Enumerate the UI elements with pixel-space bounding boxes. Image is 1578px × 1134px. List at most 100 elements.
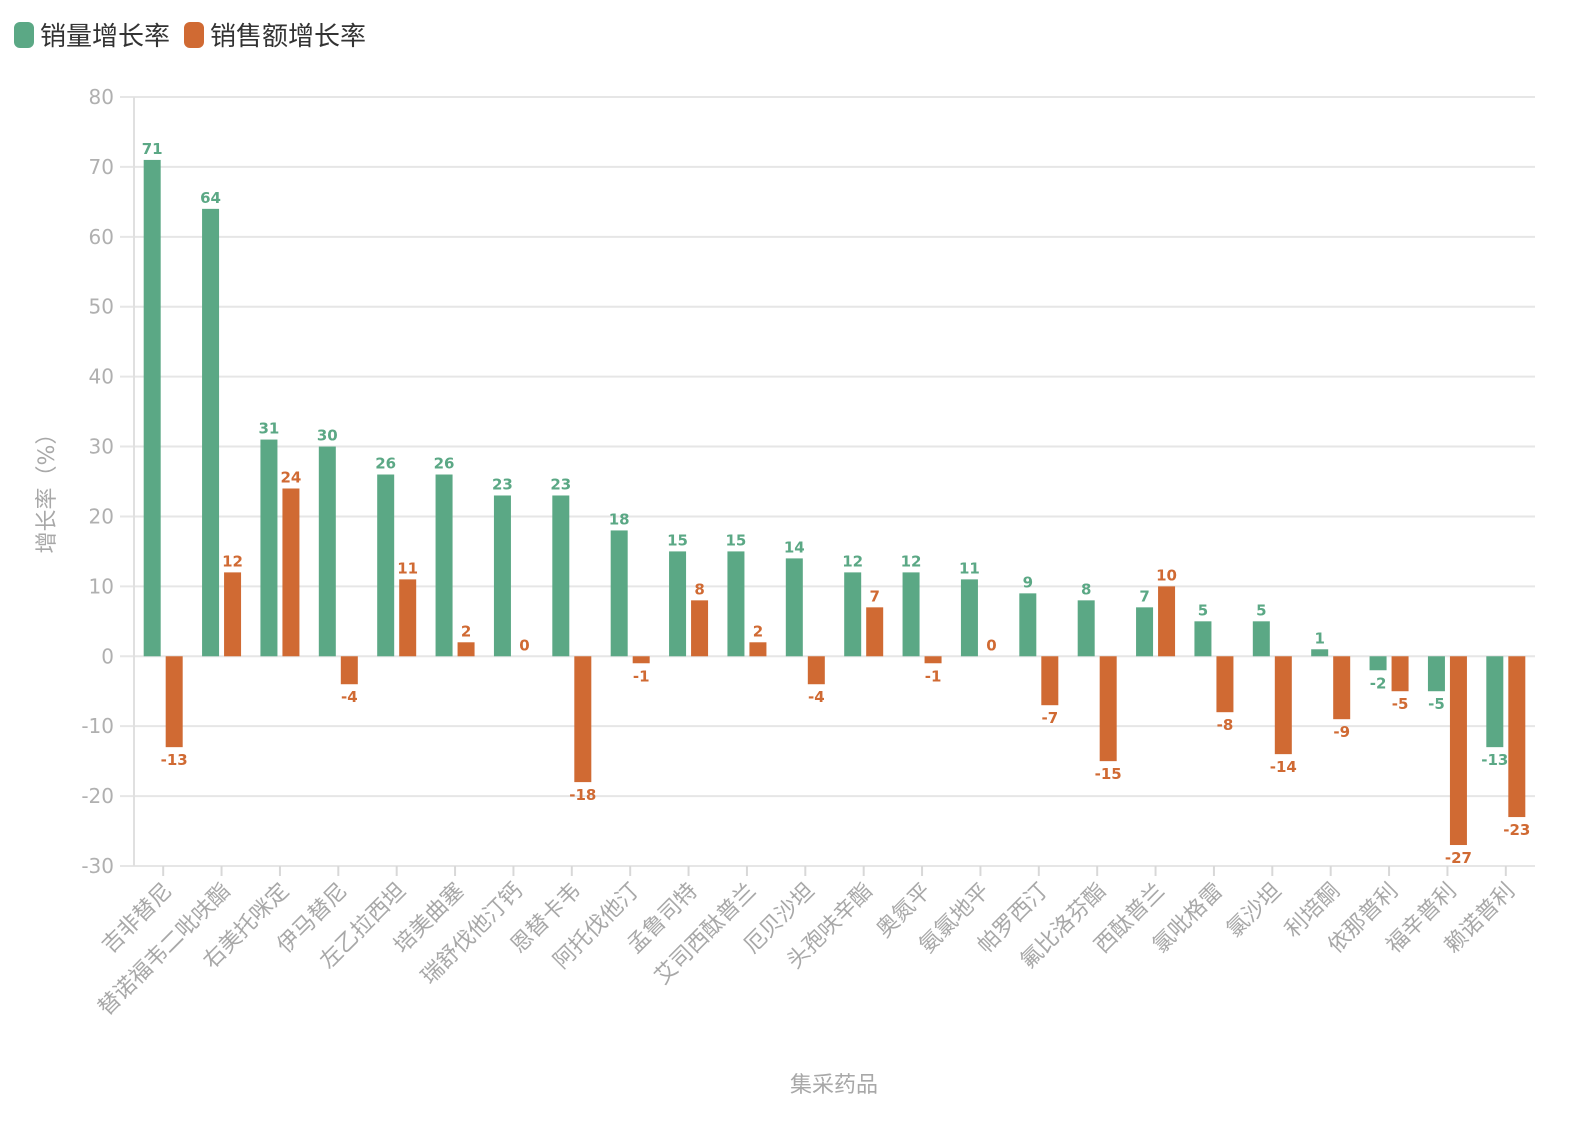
y-tick-label: 70 — [89, 155, 114, 179]
bar-sales-amount[interactable] — [866, 607, 884, 657]
bar-sales-volume[interactable] — [260, 439, 278, 657]
bar-sales-volume[interactable] — [1486, 656, 1504, 748]
data-label-sales-amount: -23 — [1503, 821, 1530, 839]
data-label-sales-amount: 2 — [461, 622, 471, 640]
data-label-sales-amount: 10 — [1156, 566, 1177, 584]
bar-sales-volume[interactable] — [318, 446, 336, 657]
y-tick-label: 80 — [89, 85, 114, 109]
bar-sales-amount[interactable] — [1158, 586, 1176, 657]
data-label-sales-amount: -15 — [1095, 765, 1122, 783]
bar-sales-volume[interactable] — [552, 495, 570, 657]
bar-sales-amount[interactable] — [574, 656, 592, 783]
bar-sales-amount[interactable] — [1391, 656, 1409, 692]
bar-sales-amount[interactable] — [399, 579, 417, 657]
data-label-sales-volume: 23 — [492, 475, 513, 493]
bar-sales-amount[interactable] — [1099, 656, 1117, 762]
bar-sales-amount[interactable] — [691, 600, 709, 657]
bar-sales-volume[interactable] — [1019, 593, 1037, 657]
data-label-sales-amount: -27 — [1445, 849, 1472, 867]
data-labels: 71-136412312430-4261126223023-1818-11581… — [142, 140, 1531, 867]
data-label-sales-volume: 31 — [259, 420, 280, 438]
data-label-sales-volume: -5 — [1428, 695, 1445, 713]
y-tick-label: 0 — [101, 644, 114, 668]
data-label-sales-volume: 11 — [959, 559, 980, 577]
bar-sales-amount[interactable] — [1216, 656, 1234, 713]
bar-sales-amount[interactable] — [224, 572, 242, 657]
bar-sales-volume[interactable] — [727, 551, 745, 657]
data-label-sales-amount: 7 — [869, 587, 879, 605]
bar-sales-volume[interactable] — [1369, 656, 1387, 671]
y-tick-label: -30 — [81, 854, 114, 878]
bar-sales-amount[interactable] — [807, 656, 825, 685]
y-tick-label: 20 — [89, 504, 114, 528]
bar-sales-volume[interactable] — [377, 474, 395, 657]
data-label-sales-amount: -8 — [1217, 716, 1234, 734]
bar-sales-volume[interactable] — [1427, 656, 1445, 692]
data-label-sales-amount: -4 — [808, 688, 825, 706]
bar-sales-volume[interactable] — [610, 530, 628, 657]
legend-swatch-orange — [184, 21, 205, 48]
data-label-sales-volume: 12 — [842, 552, 863, 570]
data-label-sales-volume: 30 — [317, 427, 338, 445]
data-label-sales-amount: -7 — [1041, 709, 1058, 727]
bar-sales-amount[interactable] — [165, 656, 183, 748]
bar-sales-volume[interactable] — [1252, 621, 1270, 657]
bar-sales-amount[interactable] — [749, 642, 767, 657]
data-label-sales-amount: 12 — [222, 552, 243, 570]
bar-sales-volume[interactable] — [1077, 600, 1095, 657]
legend-item-sales-volume[interactable]: 销量增长率 — [14, 16, 170, 53]
data-label-sales-amount: -13 — [161, 751, 188, 769]
bar-sales-amount[interactable] — [632, 656, 650, 664]
bar-sales-amount[interactable] — [924, 656, 942, 664]
data-label-sales-volume: 1 — [1314, 629, 1324, 647]
bar-sales-amount[interactable] — [282, 488, 300, 657]
bar-sales-volume[interactable] — [960, 579, 978, 657]
bar-sales-amount[interactable] — [1041, 656, 1059, 706]
data-label-sales-volume: 71 — [142, 140, 163, 158]
data-label-sales-volume: 18 — [609, 510, 630, 528]
bar-sales-volume[interactable] — [1311, 649, 1329, 657]
bar-sales-volume[interactable] — [1136, 607, 1154, 657]
bar-sales-amount[interactable] — [1508, 656, 1526, 818]
data-label-sales-volume: 23 — [550, 475, 571, 493]
data-label-sales-amount: -5 — [1392, 695, 1409, 713]
data-label-sales-amount: 2 — [753, 622, 763, 640]
data-label-sales-amount: -18 — [569, 786, 596, 804]
data-label-sales-amount: 0 — [986, 636, 996, 654]
data-label-sales-volume: 14 — [784, 538, 805, 556]
bar-sales-amount[interactable] — [1274, 656, 1292, 755]
y-tick-label: 60 — [89, 225, 114, 249]
y-axis-title: 增长率（%） — [35, 423, 60, 554]
y-tick-label: 50 — [89, 295, 114, 319]
data-label-sales-volume: 15 — [667, 531, 688, 549]
bar-sales-amount[interactable] — [340, 656, 358, 685]
bar-sales-volume[interactable] — [785, 558, 803, 657]
y-tick-label: 10 — [89, 574, 114, 598]
bar-sales-volume[interactable] — [143, 159, 161, 657]
data-label-sales-amount: 0 — [519, 636, 529, 654]
x-axis-ticks: 吉非替尼替诺福韦二吡呋酯右美托咪定伊马替尼左乙拉西坦培美曲塞瑞舒伐他汀钙恩替卡韦… — [94, 866, 1520, 1021]
data-label-sales-volume: 12 — [901, 552, 922, 570]
bar-sales-volume[interactable] — [1194, 621, 1212, 657]
data-label-sales-volume: 7 — [1139, 587, 1149, 605]
bar-sales-volume[interactable] — [844, 572, 862, 657]
data-label-sales-volume: 9 — [1023, 573, 1033, 591]
bar-sales-amount[interactable] — [1333, 656, 1351, 720]
bar-sales-amount[interactable] — [457, 642, 475, 657]
y-tick-label: 40 — [89, 365, 114, 389]
bar-sales-volume[interactable] — [902, 572, 920, 657]
legend-item-sales-amount[interactable]: 销售额增长率 — [184, 16, 366, 53]
data-label-sales-volume: 5 — [1198, 601, 1208, 619]
x-tick-label: 氯沙坦 — [1222, 879, 1286, 943]
y-tick-label: -10 — [81, 714, 114, 738]
legend: 销量增长率 销售额增长率 — [14, 16, 380, 53]
bar-sales-volume[interactable] — [202, 208, 220, 657]
x-axis-title: 集采药品 — [790, 1073, 878, 1098]
x-tick-label: 瑞舒伐他汀钙 — [417, 879, 528, 990]
legend-label-sales-volume: 销量增长率 — [40, 22, 171, 52]
bar-sales-amount[interactable] — [1449, 656, 1467, 846]
bar-sales-volume[interactable] — [669, 551, 687, 657]
bar-sales-volume[interactable] — [493, 495, 511, 657]
data-label-sales-volume: 5 — [1256, 601, 1266, 619]
bar-sales-volume[interactable] — [435, 474, 453, 657]
